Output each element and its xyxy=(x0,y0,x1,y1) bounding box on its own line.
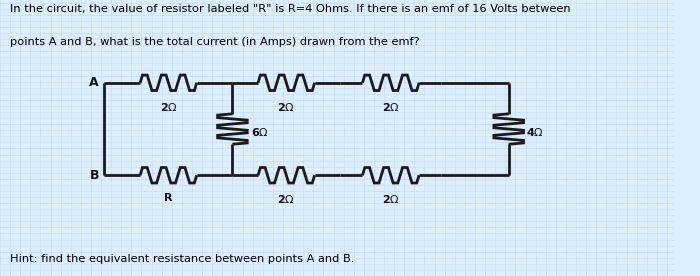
Text: A: A xyxy=(90,76,99,89)
Text: Hint: find the equivalent resistance between points A and B.: Hint: find the equivalent resistance bet… xyxy=(10,254,354,264)
Text: 2$\Omega$: 2$\Omega$ xyxy=(160,101,177,113)
Text: 2$\Omega$: 2$\Omega$ xyxy=(382,101,400,113)
Text: 2$\Omega$: 2$\Omega$ xyxy=(277,193,295,205)
Text: 2$\Omega$: 2$\Omega$ xyxy=(277,101,295,113)
Text: 2$\Omega$: 2$\Omega$ xyxy=(382,193,400,205)
Text: B: B xyxy=(90,169,99,182)
Text: In the circuit, the value of resistor labeled "R" is R=4 Ohms. If there is an em: In the circuit, the value of resistor la… xyxy=(10,4,570,14)
Text: 6$\Omega$: 6$\Omega$ xyxy=(251,126,269,138)
Text: 4$\Omega$: 4$\Omega$ xyxy=(526,126,543,138)
Text: R: R xyxy=(164,193,173,203)
Text: points A and B, what is the total current (in Amps) drawn from the emf?: points A and B, what is the total curren… xyxy=(10,37,420,47)
